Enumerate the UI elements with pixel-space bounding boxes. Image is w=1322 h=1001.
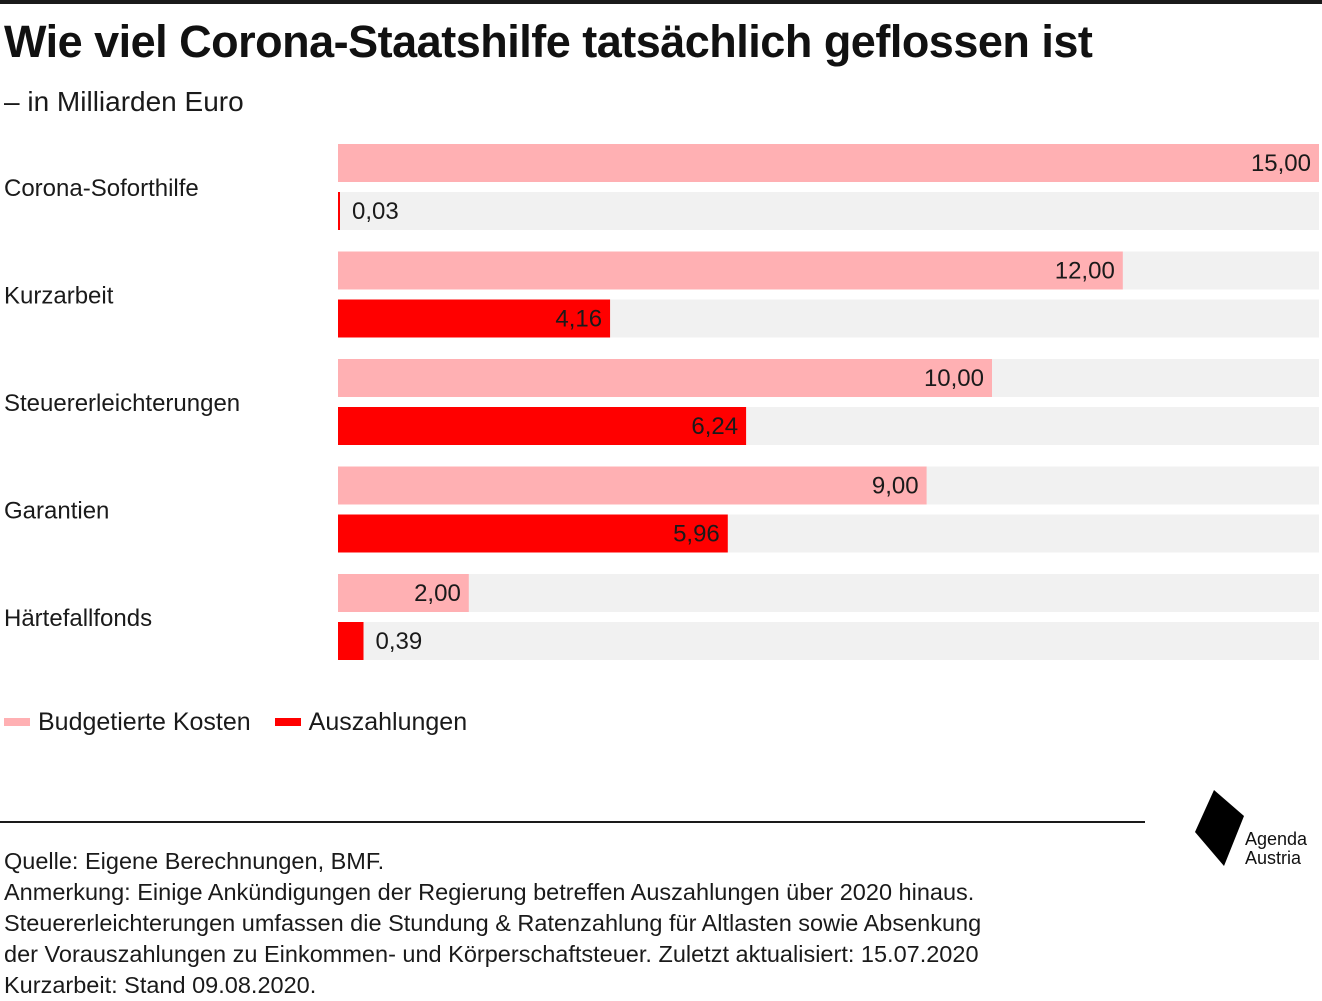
budget-value-label: 9,00 [872,473,919,500]
legend-swatch-budget [4,718,30,726]
payout-track-group-0 [338,192,1319,230]
budget-value-label: 10,00 [924,365,984,392]
payout-value-label: 5,96 [673,521,720,548]
chart-legend: Budgetierte Kosten Auszahlungen [4,706,491,738]
budget-bar [338,574,469,612]
source-note: Quelle: Eigene Berechnungen, BMF. [4,848,385,874]
payout-value-label: 0,03 [352,198,399,225]
payout-bar [338,514,728,553]
legend-label-payout: Auszahlungen [308,707,468,736]
payout-bar [338,622,364,660]
legend-label-budget: Budgetierte Kosten [38,707,251,736]
agenda-austria-logo: Agenda Austria [1192,788,1318,870]
budget-value-label: 15,00 [1251,150,1311,177]
category-label: Steuererleichterungen [4,390,240,417]
budget-value-label: 2,00 [414,580,461,607]
legend-item-payout: Auszahlungen [274,707,468,737]
payout-value-label: 4,16 [555,306,602,333]
logo-mark-icon [1195,790,1244,866]
budget-bar [338,251,1123,290]
chart-title: Wie viel Corona-Staatshilfe tatsächlich … [4,16,1093,67]
payout-track-group-4 [338,622,1319,660]
chart-subtitle: – in Milliarden Euro [4,86,244,117]
payout-value-label: 6,24 [691,413,738,440]
footnotes: Quelle: Eigene Berechnungen, BMF. Anmerk… [4,846,1184,1001]
payout-bar [338,192,340,230]
logo-text-line-2: Austria [1245,848,1302,868]
category-label: Corona-Soforthilfe [4,175,199,202]
legend-swatch-payout [274,718,301,726]
remark-note-line-3: der Vorauszahlungen zu Einkommen- und Kö… [4,941,979,967]
budget-value-label: 12,00 [1055,258,1115,285]
payout-bar [338,407,747,445]
bar-chart: Corona-Soforthilfe 15,00 0,03 Kurzarbeit 12,… [4,144,1319,660]
logo-text-line-1: Agenda [1245,829,1308,849]
payout-bar [338,299,611,338]
category-label: Garantien [4,498,109,525]
budget-bar [338,144,1319,182]
remark-note-line-4: Kurzarbeit: Stand 09.08.2020. [4,972,317,998]
budget-track-group-4 [338,574,1319,612]
remark-note-line-1: Anmerkung: Einige Ankündigungen der Regi… [4,879,975,905]
remark-note-line-2: Steuererleichterungen umfassen die Stund… [4,910,982,936]
payout-value-label: 0,39 [376,628,423,655]
budget-bar [338,359,992,397]
logo-text: Agenda Austria [1245,830,1307,868]
category-label: Kurzarbeit [4,283,114,310]
budget-bar [338,466,927,505]
footer-rule [0,821,1145,823]
legend-item-budget: Budgetierte Kosten [4,708,251,737]
top-rule [0,0,1322,4]
category-label: Härtefallfonds [4,605,152,632]
